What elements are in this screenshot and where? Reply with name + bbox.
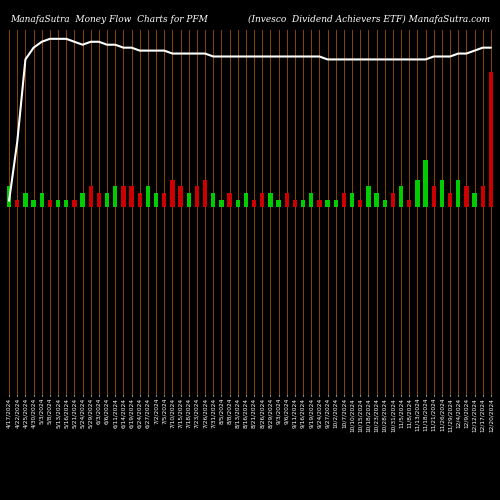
Bar xyxy=(146,186,150,206)
Bar xyxy=(236,200,240,206)
Bar xyxy=(292,200,297,206)
Bar xyxy=(488,72,493,206)
Bar xyxy=(334,200,338,206)
Bar xyxy=(80,193,85,206)
Bar xyxy=(170,180,174,206)
Bar xyxy=(252,200,256,206)
Bar xyxy=(186,193,191,206)
Bar xyxy=(309,193,314,206)
Bar xyxy=(154,193,158,206)
Bar xyxy=(350,193,354,206)
Bar xyxy=(284,193,289,206)
Bar xyxy=(390,193,395,206)
Bar xyxy=(228,193,232,206)
Bar xyxy=(7,186,12,206)
Bar xyxy=(399,186,404,206)
Bar xyxy=(440,180,444,206)
Bar xyxy=(96,193,101,206)
Bar xyxy=(32,200,36,206)
Bar xyxy=(211,193,216,206)
Bar xyxy=(194,186,199,206)
Bar xyxy=(342,193,346,206)
Bar xyxy=(448,193,452,206)
Bar xyxy=(162,193,166,206)
Bar xyxy=(432,186,436,206)
Bar xyxy=(88,186,93,206)
Bar xyxy=(113,186,117,206)
Bar xyxy=(244,193,248,206)
Bar xyxy=(472,193,477,206)
Bar xyxy=(138,193,142,206)
Bar xyxy=(260,193,264,206)
Bar xyxy=(424,160,428,206)
Bar xyxy=(178,186,183,206)
Bar xyxy=(64,200,68,206)
Bar xyxy=(130,186,134,206)
Bar xyxy=(15,200,20,206)
Bar xyxy=(268,193,272,206)
Bar xyxy=(23,193,28,206)
Text: (Invesco  Dividend Achievers ETF) ManafaSutra.com: (Invesco Dividend Achievers ETF) ManafaS… xyxy=(248,15,490,24)
Bar xyxy=(105,193,110,206)
Bar xyxy=(415,180,420,206)
Bar xyxy=(72,200,76,206)
Bar xyxy=(407,200,412,206)
Bar xyxy=(219,200,224,206)
Bar xyxy=(374,193,379,206)
Bar xyxy=(326,200,330,206)
Bar xyxy=(48,200,52,206)
Bar xyxy=(366,186,370,206)
Bar xyxy=(56,200,60,206)
Bar xyxy=(317,200,322,206)
Text: ManafaSutra  Money Flow  Charts for PFM: ManafaSutra Money Flow Charts for PFM xyxy=(10,15,208,24)
Bar xyxy=(301,200,306,206)
Bar xyxy=(464,186,468,206)
Bar xyxy=(276,200,281,206)
Bar xyxy=(382,200,387,206)
Bar xyxy=(456,180,460,206)
Bar xyxy=(40,193,44,206)
Bar xyxy=(203,180,207,206)
Bar xyxy=(480,186,485,206)
Bar xyxy=(121,186,126,206)
Bar xyxy=(358,200,362,206)
